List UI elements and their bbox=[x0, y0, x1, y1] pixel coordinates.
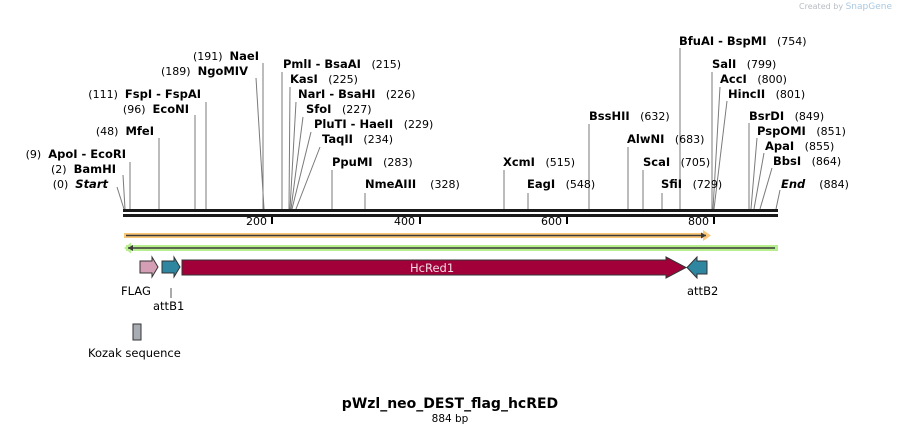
site-taqii[interactable]: TaqII (234) bbox=[322, 132, 394, 147]
ruler-label-800: 800 bbox=[688, 215, 709, 228]
site-bbsi[interactable]: BbsI (864) bbox=[773, 154, 842, 169]
feature-hcred1[interactable] bbox=[181, 256, 688, 279]
site-pluti-haeii[interactable]: PluTI - HaeII (229) bbox=[314, 117, 434, 132]
site-mfei[interactable]: (48) MfeI bbox=[95, 124, 154, 139]
site-fspi-fspai[interactable]: (111) FspI - FspAI bbox=[88, 87, 201, 102]
site-bfuai-bspmi[interactable]: BfuAI - BspMI (754) bbox=[679, 34, 807, 49]
site-sfii[interactable]: SfiI (729) bbox=[661, 177, 723, 192]
site-pspomi[interactable]: PspOMI (851) bbox=[757, 124, 846, 139]
site-alwni[interactable]: AlwNI (683) bbox=[627, 132, 705, 147]
site-pmli-bsaai[interactable]: PmlI - BsaAI (215) bbox=[283, 57, 402, 72]
site-kasi[interactable]: KasI (225) bbox=[290, 72, 358, 87]
site-bsrdi[interactable]: BsrDI (849) bbox=[749, 109, 825, 124]
site-end[interactable]: End (884) bbox=[781, 177, 849, 192]
ruler-label-600: 600 bbox=[541, 215, 562, 228]
site-sfoi[interactable]: SfoI (227) bbox=[306, 102, 372, 117]
site-eagi[interactable]: EagI (548) bbox=[527, 177, 596, 192]
site-acci[interactable]: AccI (800) bbox=[720, 72, 787, 87]
site-scai[interactable]: ScaI (705) bbox=[643, 155, 711, 170]
site-bamhi[interactable]: (2) BamHI bbox=[50, 162, 116, 177]
site-naei[interactable]: (191) NaeI bbox=[192, 49, 259, 64]
site-ppumi[interactable]: PpuMI (283) bbox=[332, 155, 413, 170]
feature-label-flag: FLAG bbox=[121, 284, 151, 298]
site-hincii[interactable]: HincII (801) bbox=[728, 87, 806, 102]
feature-label-attb2: attB2 bbox=[687, 284, 719, 298]
site-ngomiv[interactable]: (189) NgoMIV bbox=[161, 64, 248, 79]
site-leader-lines bbox=[116, 48, 781, 210]
site-apoi-ecori[interactable]: (9) ApoI - EcoRI bbox=[25, 147, 126, 162]
ruler-label-200: 200 bbox=[246, 215, 267, 228]
feature-label-hcred1: HcRed1 bbox=[410, 261, 455, 275]
plasmid-length: 884 bp bbox=[431, 413, 469, 425]
site-xcmi[interactable]: XcmI (515) bbox=[503, 155, 576, 170]
ruler-label-400: 400 bbox=[394, 215, 415, 228]
orf-forward[interactable] bbox=[124, 230, 711, 241]
site-start[interactable]: (0) Start bbox=[52, 177, 108, 192]
feature-attb1[interactable] bbox=[161, 255, 181, 279]
site-sali[interactable]: SalI (799) bbox=[712, 57, 777, 72]
snapgene-logo: SnapGene bbox=[845, 2, 892, 12]
plasmid-title: pWzl_neo_DEST_flag_hcRED bbox=[341, 396, 559, 412]
site-apai[interactable]: ApaI (855) bbox=[765, 139, 835, 154]
feature-kozak[interactable] bbox=[132, 323, 142, 341]
feature-label-attb1: attB1 bbox=[153, 299, 185, 313]
orf-reverse[interactable] bbox=[124, 242, 778, 254]
feature-attb2[interactable] bbox=[686, 255, 708, 280]
site-econi[interactable]: (96) EcoNI bbox=[122, 102, 189, 117]
bottom-strand bbox=[123, 214, 778, 217]
feature-label-kozak: Kozak sequence bbox=[88, 346, 181, 360]
ruler-ticks bbox=[271, 217, 715, 224]
credit-prefix: Created by bbox=[799, 2, 844, 11]
site-nari-bsahi[interactable]: NarI - BsaHI (226) bbox=[298, 87, 416, 102]
feature-flag[interactable] bbox=[139, 255, 159, 279]
site-basshii[interactable]: BssHII (632) bbox=[589, 109, 670, 124]
top-strand bbox=[123, 209, 778, 212]
snapgene-credit: Created by SnapGene bbox=[799, 2, 892, 12]
site-nmeaiii[interactable]: NmeAIII (328) bbox=[365, 177, 460, 192]
